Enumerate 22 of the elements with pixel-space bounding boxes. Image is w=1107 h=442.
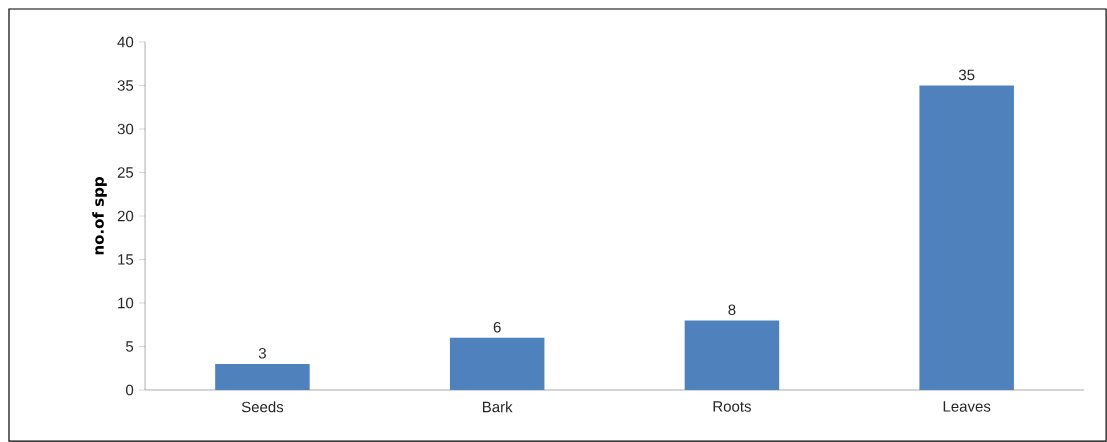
x-tick-label: Leaves — [943, 401, 991, 412]
bar — [919, 85, 1014, 390]
y-tick-label: 25 — [117, 167, 134, 178]
bar — [684, 320, 780, 390]
data-label: 8 — [728, 304, 736, 316]
data-label: 3 — [258, 347, 266, 359]
y-tick-label: 10 — [118, 297, 134, 309]
y-tick-label: 15 — [118, 254, 134, 265]
y-axis-title: no.of spp — [92, 177, 107, 255]
x-tick-label: Seeds — [241, 401, 284, 413]
data-label: 6 — [493, 321, 501, 333]
y-tick-label: 0 — [126, 384, 134, 396]
y-tick-label: 5 — [126, 341, 134, 352]
x-tick-label: Bark — [482, 401, 513, 413]
x-tick-label: Roots — [713, 401, 751, 412]
bar — [449, 337, 545, 390]
y-tick-label: 30 — [117, 123, 134, 135]
data-label: 35 — [958, 69, 975, 81]
y-tick-label: 20 — [117, 210, 134, 222]
y-tick-label: 35 — [117, 80, 134, 91]
y-tick-label: 40 — [117, 36, 134, 48]
bar — [215, 363, 310, 390]
